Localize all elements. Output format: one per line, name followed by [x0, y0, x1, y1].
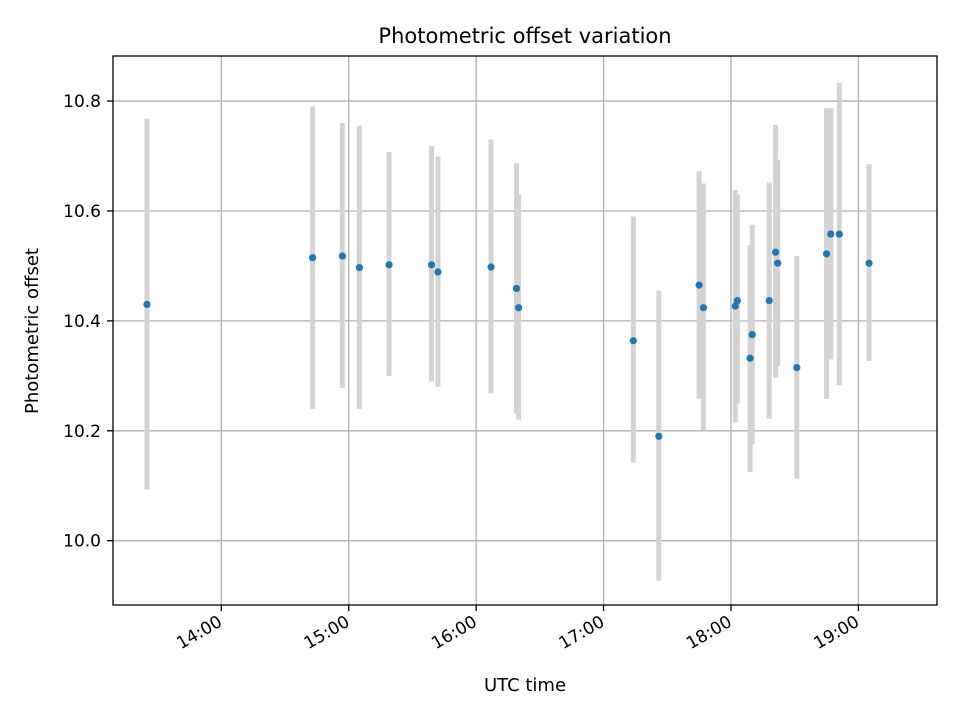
y-tick-label: 10.2: [63, 422, 101, 442]
chart-title: Photometric offset variation: [378, 24, 671, 48]
data-point: [793, 363, 801, 372]
error-bars: [144, 82, 872, 581]
data-point: [309, 254, 317, 262]
x-axis: 14:00 15:00 16:00 17:00 18:00 19:00: [173, 605, 863, 654]
data-point: [827, 230, 835, 238]
data-point: [865, 259, 873, 267]
data-point: [385, 261, 393, 269]
x-tick-label: 14:00: [173, 612, 225, 654]
data-point: [746, 354, 754, 362]
x-axis-label: UTC time: [484, 675, 566, 696]
data-point: [629, 337, 637, 345]
data-point: [487, 263, 495, 271]
y-tick-label: 10.6: [63, 202, 101, 222]
data-point: [512, 284, 521, 293]
plot-frame: [112, 55, 938, 606]
data-point: [765, 296, 773, 305]
data-point: [655, 432, 663, 440]
x-tick-label: 17:00: [556, 612, 608, 654]
data-point: [731, 302, 739, 310]
y-axis-label: Photometric offset: [22, 248, 43, 414]
data-point: [771, 248, 780, 256]
data-point: [338, 252, 346, 260]
data-point: [835, 230, 843, 238]
x-tick-label: 18:00: [683, 612, 735, 654]
y-tick-label: 10.8: [63, 92, 101, 112]
data-point: [822, 250, 831, 258]
data-point: [695, 281, 703, 289]
x-tick-label: 15:00: [301, 612, 353, 654]
data-point: [748, 331, 756, 339]
x-tick-label: 19:00: [810, 612, 862, 654]
data-point: [515, 304, 523, 312]
grid: [113, 56, 937, 605]
data-point: [427, 261, 436, 269]
data-point: [774, 259, 782, 267]
data-point: [733, 296, 741, 305]
y-axis: 10.0 10.2 10.4 10.6 10.8: [63, 92, 113, 552]
data-point: [434, 268, 442, 276]
data-point: [143, 300, 151, 308]
y-tick-label: 10.0: [63, 532, 101, 552]
y-tick-label: 10.4: [63, 312, 101, 332]
markers: [143, 230, 873, 440]
x-tick-label: 16:00: [428, 612, 480, 654]
data-point: [699, 304, 707, 312]
data-point: [355, 263, 363, 272]
